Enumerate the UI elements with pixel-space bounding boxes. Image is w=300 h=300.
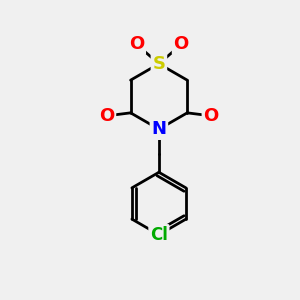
Text: O: O — [129, 35, 144, 53]
Text: O: O — [174, 35, 189, 53]
Text: S: S — [152, 55, 165, 73]
Text: Cl: Cl — [150, 226, 168, 244]
Text: O: O — [203, 107, 219, 125]
Text: O: O — [99, 107, 114, 125]
Text: N: N — [152, 120, 166, 138]
